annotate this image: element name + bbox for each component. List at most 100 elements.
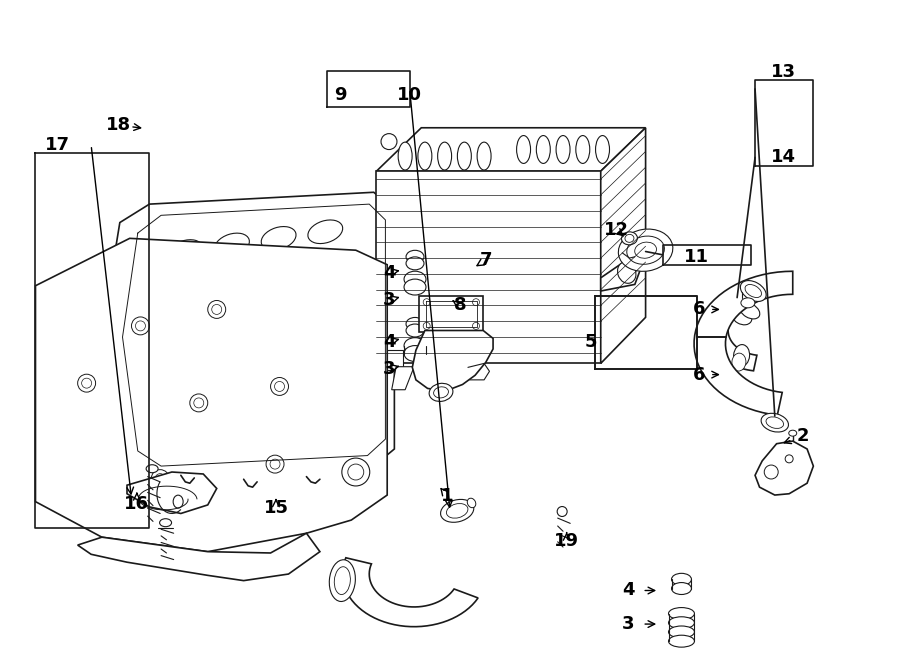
Ellipse shape	[517, 136, 531, 163]
Ellipse shape	[671, 582, 691, 594]
Text: 14: 14	[771, 148, 796, 167]
Ellipse shape	[77, 374, 95, 392]
Ellipse shape	[404, 346, 426, 362]
Ellipse shape	[745, 284, 761, 297]
Ellipse shape	[131, 307, 149, 334]
Text: 15: 15	[264, 499, 288, 517]
Ellipse shape	[404, 279, 426, 295]
Ellipse shape	[669, 617, 695, 629]
Ellipse shape	[326, 296, 361, 320]
Text: 3: 3	[382, 292, 395, 309]
Ellipse shape	[472, 323, 480, 329]
Ellipse shape	[618, 229, 673, 271]
Ellipse shape	[423, 299, 430, 305]
Text: 2: 2	[796, 427, 809, 445]
Polygon shape	[600, 258, 640, 291]
Polygon shape	[77, 533, 320, 580]
Ellipse shape	[271, 377, 289, 395]
Ellipse shape	[406, 324, 424, 337]
Polygon shape	[600, 128, 645, 364]
Ellipse shape	[177, 358, 212, 382]
Ellipse shape	[226, 353, 261, 377]
Ellipse shape	[556, 136, 570, 163]
Polygon shape	[342, 558, 478, 627]
Ellipse shape	[764, 465, 778, 479]
Ellipse shape	[223, 271, 258, 295]
Ellipse shape	[232, 309, 267, 333]
Ellipse shape	[669, 626, 695, 638]
Polygon shape	[127, 472, 217, 514]
Ellipse shape	[155, 474, 166, 484]
Ellipse shape	[151, 469, 169, 488]
Text: 19: 19	[554, 532, 579, 550]
Polygon shape	[100, 192, 394, 478]
Ellipse shape	[429, 383, 453, 401]
Ellipse shape	[732, 307, 752, 325]
Ellipse shape	[669, 607, 695, 619]
Ellipse shape	[190, 394, 208, 412]
Polygon shape	[35, 239, 387, 552]
Ellipse shape	[557, 506, 567, 516]
Ellipse shape	[212, 305, 221, 315]
Text: 4: 4	[382, 332, 395, 351]
Ellipse shape	[734, 344, 750, 366]
Ellipse shape	[406, 317, 424, 330]
Ellipse shape	[329, 560, 356, 602]
Text: 17: 17	[44, 136, 69, 154]
Ellipse shape	[457, 142, 472, 170]
Text: 4: 4	[382, 264, 395, 282]
Polygon shape	[419, 296, 483, 332]
Ellipse shape	[284, 386, 319, 409]
Ellipse shape	[131, 317, 149, 335]
Ellipse shape	[622, 232, 637, 245]
Ellipse shape	[342, 310, 361, 338]
Ellipse shape	[342, 458, 370, 486]
Ellipse shape	[274, 381, 284, 391]
Ellipse shape	[434, 387, 448, 398]
Text: 3: 3	[382, 360, 395, 377]
Ellipse shape	[732, 353, 746, 371]
Ellipse shape	[146, 465, 158, 473]
Text: 10: 10	[397, 86, 422, 104]
Ellipse shape	[168, 240, 202, 263]
Ellipse shape	[441, 500, 473, 522]
Ellipse shape	[381, 134, 397, 149]
Polygon shape	[755, 441, 814, 495]
Polygon shape	[154, 212, 400, 291]
Polygon shape	[387, 350, 403, 370]
Ellipse shape	[186, 316, 220, 340]
Text: 5: 5	[585, 333, 597, 352]
Ellipse shape	[208, 301, 226, 319]
Ellipse shape	[671, 573, 691, 585]
Ellipse shape	[741, 280, 766, 301]
Text: 16: 16	[124, 494, 149, 513]
Ellipse shape	[404, 271, 426, 287]
Text: 4: 4	[622, 582, 634, 600]
Text: 6: 6	[693, 366, 706, 383]
Ellipse shape	[334, 566, 350, 594]
Ellipse shape	[177, 278, 212, 301]
Ellipse shape	[173, 495, 183, 508]
Ellipse shape	[82, 378, 92, 388]
Ellipse shape	[406, 251, 424, 263]
Ellipse shape	[785, 455, 793, 463]
Ellipse shape	[437, 142, 452, 170]
Ellipse shape	[194, 398, 203, 408]
Ellipse shape	[446, 504, 468, 518]
Ellipse shape	[761, 413, 788, 432]
Ellipse shape	[467, 498, 476, 508]
Ellipse shape	[404, 338, 426, 354]
Ellipse shape	[740, 303, 760, 319]
Ellipse shape	[186, 397, 220, 420]
Ellipse shape	[626, 236, 664, 264]
Ellipse shape	[418, 142, 432, 170]
Ellipse shape	[270, 264, 305, 288]
Ellipse shape	[617, 262, 636, 284]
Polygon shape	[412, 330, 493, 391]
Ellipse shape	[576, 136, 590, 163]
Ellipse shape	[159, 519, 172, 527]
Ellipse shape	[766, 417, 784, 428]
Polygon shape	[694, 271, 793, 415]
Text: 6: 6	[693, 301, 706, 319]
Ellipse shape	[317, 258, 352, 282]
